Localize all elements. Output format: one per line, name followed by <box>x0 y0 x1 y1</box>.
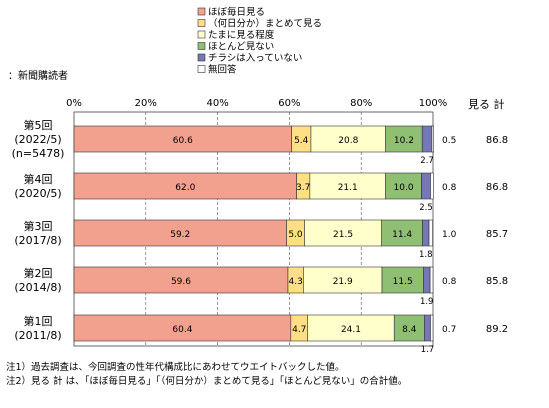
category-label: (n=5478) <box>12 147 65 160</box>
respondent-label: ：新聞購読者 <box>8 69 68 82</box>
data-label: 21.5 <box>333 230 353 240</box>
category-label: (2017/8) <box>14 234 61 247</box>
bar-segment <box>310 125 386 153</box>
legend-swatch <box>197 53 206 62</box>
total-header: 見る 計 <box>468 97 505 111</box>
bar-segment <box>421 125 433 153</box>
data-label: 2.5 <box>419 203 433 213</box>
category-label: (2022/5) <box>14 133 61 146</box>
legend-label: ほぼ毎日見る <box>208 6 265 18</box>
legend-label: たまに見る程度 <box>208 29 275 41</box>
data-label: 59.6 <box>171 277 191 287</box>
bar-segment <box>429 266 434 294</box>
category-label: 第4回 <box>24 172 53 186</box>
total-value: 86.8 <box>486 182 508 193</box>
legend-swatch <box>197 30 206 39</box>
data-label: 21.1 <box>338 183 358 193</box>
bars: 第5回(2022/5)(n=5478) 60.6 5.4 20.8 10.2 2.7 0.5… <box>12 118 509 355</box>
bar-segment <box>73 219 287 247</box>
data-label: 0.8 <box>442 277 457 287</box>
data-label: 1.9 <box>420 297 434 307</box>
bar-segment <box>73 125 292 153</box>
x-tick-label: 100% <box>419 98 448 109</box>
bar-segment <box>73 314 292 342</box>
category-label: 第2回 <box>24 266 53 280</box>
data-label: 1.8 <box>419 250 433 260</box>
category-label: (2020/5) <box>14 187 61 200</box>
bar-segment <box>430 314 434 342</box>
data-label: 1.0 <box>442 230 457 240</box>
data-label: 62.0 <box>175 183 195 193</box>
bar-segment <box>309 172 386 200</box>
data-label: 0.5 <box>442 136 456 146</box>
legend-label: チラシは入っていない <box>208 53 302 64</box>
category-label: (2011/8) <box>14 329 61 342</box>
legend-swatch <box>197 42 206 50</box>
data-label: 4.7 <box>292 325 306 335</box>
total-value: 86.8 <box>486 135 508 146</box>
data-label: 59.2 <box>170 230 190 240</box>
total-value: 85.7 <box>486 229 508 240</box>
x-axis-ticks: 0% 20% 40% 60% 80% 100% <box>66 98 447 109</box>
data-label: 8.4 <box>402 325 417 335</box>
x-tick-label: 60% <box>278 98 300 109</box>
data-label: 21.9 <box>333 277 353 287</box>
x-tick-label: 40% <box>206 98 228 109</box>
total-value: 89.2 <box>486 324 508 335</box>
bar-segment <box>385 125 423 153</box>
legend-label: 無回答 <box>208 64 237 76</box>
bar-segment <box>423 266 431 294</box>
bar-segment <box>393 314 425 342</box>
bar-segment <box>303 266 383 294</box>
legend: ほぼ毎日見る（何日分か）まとめて見るたまに見る程度ほとんど見ないチラシは入ってい… <box>197 6 322 76</box>
footnote: 注1）過去調査は、今回調査の性年代構成比にあわせてウエイトバックした値。 <box>6 361 345 373</box>
data-label: 2.7 <box>420 156 434 166</box>
bar-segment <box>385 172 422 200</box>
data-label: 1.7 <box>421 345 435 355</box>
bar-segment <box>428 219 433 247</box>
data-label: 10.0 <box>394 183 414 193</box>
bar-segment <box>430 172 434 200</box>
data-label: 5.4 <box>294 136 309 146</box>
x-tick-label: 80% <box>350 98 372 109</box>
category-label: 第5回 <box>24 118 53 132</box>
legend-swatch <box>197 19 206 27</box>
bar-segment <box>307 314 395 342</box>
bar-segment <box>421 172 431 200</box>
legend-label: （何日分か）まとめて見る <box>208 18 322 30</box>
legend-swatch <box>197 7 206 16</box>
data-label: 24.1 <box>341 325 361 335</box>
bar-segment <box>381 219 423 247</box>
data-label: 60.6 <box>173 136 193 146</box>
x-tick-label: 0% <box>66 98 82 109</box>
total-value: 85.8 <box>486 276 508 287</box>
data-label: 10.2 <box>394 136 414 146</box>
bar-segment <box>381 266 424 294</box>
bar-segment <box>431 125 435 153</box>
data-label: 20.8 <box>338 136 358 146</box>
data-label: 0.7 <box>442 325 456 335</box>
x-tick-label: 20% <box>135 98 157 109</box>
bar-segment <box>422 219 430 247</box>
bar-segment <box>73 172 297 200</box>
data-label: 3.7 <box>296 183 310 193</box>
bar-segment <box>73 266 289 294</box>
category-label: 第1回 <box>24 314 53 328</box>
legend-swatch <box>197 65 206 73</box>
category-label: 第3回 <box>24 219 53 233</box>
data-label: 11.4 <box>392 230 412 240</box>
notes: 注1）過去調査は、今回調査の性年代構成比にあわせてウエイトバックした値。注2）見… <box>6 361 407 387</box>
data-label: 11.5 <box>393 277 413 287</box>
footnote: 注2）見る 計 は、「ほぼ毎日見る」「（何日分か）まとめて見る」「ほとんど見ない… <box>6 375 407 387</box>
legend-label: ほとんど見ない <box>208 42 274 53</box>
data-label: 60.4 <box>172 325 192 335</box>
category-label: (2014/8) <box>14 281 61 294</box>
bar-segment <box>424 314 431 342</box>
data-label: 5.0 <box>288 230 303 240</box>
data-label: 0.8 <box>442 183 457 193</box>
data-label: 4.3 <box>289 277 303 287</box>
